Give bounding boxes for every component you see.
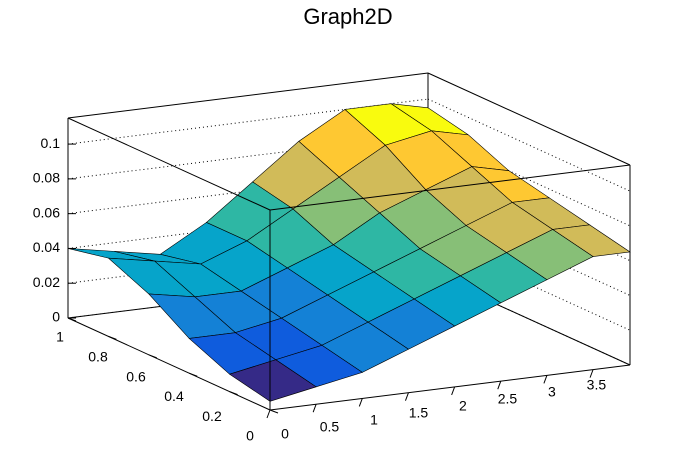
y-tick-label: 0: [246, 428, 254, 444]
y-tick: [269, 409, 279, 414]
x-tick: [497, 380, 502, 390]
x-tick-label: 2.5: [498, 390, 518, 406]
z-tick-label: 0.08: [33, 170, 60, 186]
y-tick-label: 1: [56, 329, 64, 345]
x-tick: [589, 369, 594, 378]
grid-line: [67, 168, 429, 215]
y-tick: [229, 391, 238, 396]
box-edge: [67, 117, 271, 211]
x-tick-label: 1: [370, 412, 378, 428]
box-edge: [67, 72, 429, 119]
x-tick-label: 1.5: [409, 405, 429, 421]
z-tick-label: 0.1: [41, 135, 61, 151]
y-tick-label: 0.4: [164, 388, 184, 404]
z-tick-label: 0: [52, 309, 60, 325]
z-tick-label: 0.04: [33, 239, 60, 255]
y-tick-label: 0.8: [88, 349, 108, 365]
y-tick: [67, 317, 77, 322]
x-tick-label: 0: [281, 426, 289, 442]
x-tick-label: 3.5: [587, 376, 607, 392]
chart-title: Graph2D: [303, 4, 392, 29]
x-tick-label: 3: [548, 383, 556, 399]
grid-line: [67, 133, 429, 180]
box-edge: [67, 317, 271, 411]
grid-line: [67, 98, 429, 145]
surface-cell: [228, 359, 317, 402]
x-tick-label: 0.5: [320, 419, 340, 435]
x-tick: [266, 409, 271, 419]
grid-line: [67, 202, 429, 249]
y-tick-label: 0.2: [202, 408, 222, 424]
z-tick-label: 0.06: [33, 204, 60, 220]
y-tick: [189, 372, 198, 377]
box-edge: [269, 364, 631, 411]
y-tick: [108, 335, 117, 340]
box-edge: [269, 164, 631, 211]
x-tick: [451, 386, 456, 396]
box-edge: [427, 72, 631, 166]
x-tick: [312, 404, 317, 413]
x-tick: [358, 398, 363, 407]
x-tick: [404, 392, 409, 401]
grid-line: [67, 272, 429, 319]
x-tick-label: 2: [459, 397, 467, 413]
grid-line: [427, 98, 631, 192]
x-tick: [543, 375, 548, 384]
y-tick-label: 0.6: [126, 368, 146, 384]
z-tick-label: 0.02: [33, 274, 60, 290]
y-tick: [148, 354, 157, 359]
